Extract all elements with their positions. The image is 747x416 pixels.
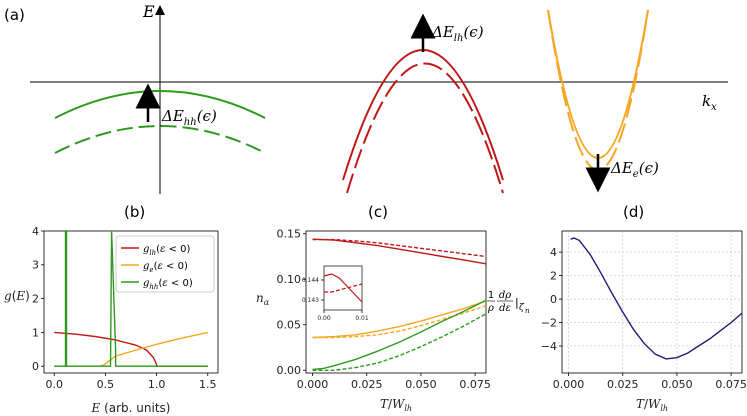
y-tick-label: 0.143: [302, 297, 319, 304]
density-chart: (c) 0.000 0.025 0.050 0.075 0.00 0.05 0.10 0.15…: [256, 203, 491, 413]
lh-shift-label: ΔElh(ϵ): [431, 23, 484, 44]
e-band-solid: [547, 9, 649, 159]
x-tick-label: 0.050: [661, 378, 693, 391]
y-tick-label: 0.05: [277, 319, 302, 332]
lh-band-solid: [342, 49, 504, 181]
series-line-2: [312, 300, 487, 339]
y-tick-label: 4: [32, 225, 39, 238]
y-tick-label: 4: [550, 246, 557, 259]
x-tick-label: 0.5: [97, 378, 115, 391]
x-tick-label: 0.025: [607, 378, 639, 391]
panel-label-d: (d): [623, 203, 644, 221]
svg-text:|: |: [515, 296, 519, 309]
legend-entry-e: ge(ε < 0): [143, 261, 188, 274]
y-tick-label: −4: [541, 340, 557, 353]
y-tick-label: 3: [32, 259, 39, 272]
y-tick-label: 2: [32, 292, 39, 305]
hh-shift-label: ΔEhh(ϵ): [161, 107, 217, 128]
inset-frame: [323, 265, 363, 311]
svg-text:ρ: ρ: [487, 303, 494, 314]
series-line-1: [324, 283, 363, 293]
series-line-0: [54, 331, 208, 367]
legend-box: [115, 235, 215, 293]
x-tick-label: 1.0: [148, 378, 166, 391]
series-line-2: [54, 230, 208, 367]
y-tick-label: 2: [550, 269, 557, 282]
x-tick-label: 0.000: [297, 378, 329, 391]
x-tick-label: 0.00: [317, 315, 331, 322]
legend: glh(ε < 0) ge(ε < 0) ghh(ε < 0): [115, 235, 215, 293]
panel-label-b: (b): [124, 203, 145, 221]
plot-frame: [561, 230, 743, 374]
y-tick-label: 0.144: [302, 277, 319, 284]
y-tick-label: 0: [32, 360, 39, 373]
series-line-1: [312, 238, 487, 258]
x-axis-label: T/Wlh: [380, 397, 412, 413]
y-axis-label: 1 ρ dρ dε | ζ n: [487, 290, 530, 315]
x-tick-label: 0.075: [459, 378, 491, 391]
series-line-5: [312, 313, 487, 371]
inset-chart: 0.00 0.01 0.144 0.143: [302, 265, 369, 322]
plot-frame: [43, 230, 219, 374]
svg-text:n: n: [525, 307, 530, 315]
series-line-0: [570, 237, 743, 360]
lh-band-dashed: [346, 62, 504, 194]
x-tick-label: 0.050: [405, 378, 437, 391]
hh-band-dashed: [54, 125, 266, 154]
series-line-3: [312, 304, 487, 339]
svg-text:dε: dε: [499, 303, 511, 314]
series-line-4: [312, 299, 487, 371]
e-axis-label: E: [142, 2, 155, 21]
y-tick-label: 0.15: [277, 228, 302, 241]
x-tick-label: 0.075: [715, 378, 747, 391]
svg-text:1: 1: [488, 290, 494, 301]
svg-text:ζ: ζ: [519, 303, 525, 313]
x-axis-label: E (arb. units): [91, 401, 171, 415]
y-tick-label: 1: [32, 326, 39, 339]
e-shift-label: ΔEe(ϵ): [610, 159, 659, 180]
band-diagram-panel: (a) E kx ΔEhh(ϵ) ΔElh(ϵ) ΔEe(ϵ): [4, 2, 728, 194]
y-tick-label: 0: [550, 293, 557, 306]
x-tick-label: 0.01: [355, 315, 369, 322]
plot-frame: [305, 230, 487, 374]
series-line-0: [312, 238, 487, 265]
svg-text:dρ: dρ: [499, 290, 511, 301]
legend-entry-hh: ghh(ε < 0): [143, 278, 193, 291]
legend-entry-lh: glh(ε < 0): [143, 244, 191, 257]
panel-label-a: (a): [4, 6, 25, 24]
dos-chart: (b) 0.0 0.5 1.0 1.5 0 1 2 3 4 E (arb. units) g(E…: [4, 203, 219, 415]
x-axis-label: T/Wlh: [636, 397, 668, 413]
series-line-0: [323, 273, 363, 303]
x-tick-label: 0.025: [351, 378, 383, 391]
y-axis-label: g(E): [4, 289, 30, 303]
e-band-dashed: [547, 9, 649, 171]
x-tick-label: 0.0: [45, 378, 63, 391]
y-tick-label: −2: [541, 316, 557, 329]
y-axis-label: nα: [256, 291, 270, 307]
series-line-1: [54, 331, 208, 367]
y-tick-label: 0.00: [277, 364, 302, 377]
y-tick-label: 0.10: [277, 273, 302, 286]
k-axis-label: kx: [702, 92, 717, 113]
x-tick-label: 0.000: [553, 378, 585, 391]
panel-label-c: (c): [368, 203, 388, 221]
x-tick-label: 1.5: [199, 378, 217, 391]
derivative-chart: (d) 0.000 0.025 0.050 0.075 4 2 0 −2 −4 T/Wlh 1 …: [487, 203, 747, 413]
